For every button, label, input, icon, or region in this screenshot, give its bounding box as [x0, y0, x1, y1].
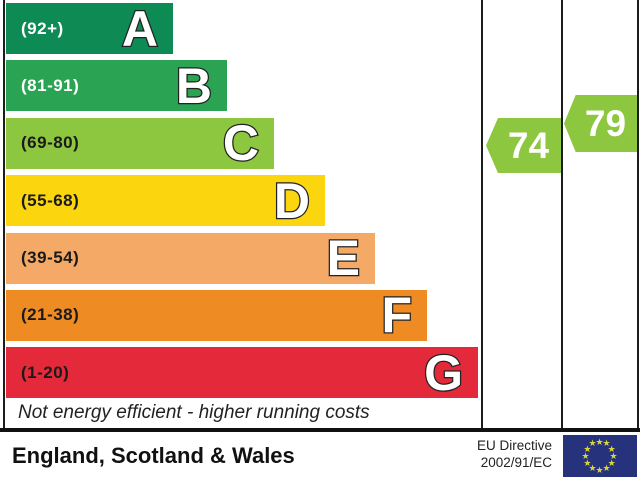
eu-star-icon: ★ [595, 464, 604, 475]
eu-star-icon: ★ [607, 443, 616, 454]
band-b: (81-91) B [6, 57, 227, 114]
band-grade-letter: E [325, 230, 361, 287]
band-g: (1-20) G [6, 344, 478, 401]
eu-directive-line2: 2002/91/EC [480, 455, 552, 470]
eu-star-icon: ★ [588, 462, 597, 473]
eu-star-icon: ★ [583, 443, 592, 454]
band-grade-letter: F [380, 287, 413, 344]
chart-left-border [3, 0, 5, 428]
band-range-label: (92+) [21, 18, 64, 38]
current-rating-arrow: 74 [486, 118, 561, 173]
band-range-label: (1-20) [21, 362, 70, 382]
current-rating-value: 74 [507, 124, 550, 166]
band-grade-letter: A [121, 0, 160, 57]
band-grade-letter: C [222, 115, 261, 172]
band-c: (69-80) C [6, 115, 274, 172]
band-a: (92+) A [6, 0, 173, 57]
eu-flag: ★ ★ ★ ★ ★ ★ ★ ★ ★ ★ ★ ★ [563, 435, 637, 477]
footer-separator [0, 428, 640, 432]
chart-right-border [637, 0, 639, 428]
band-grade-letter: G [423, 344, 464, 401]
band-range-label: (55-68) [21, 190, 80, 210]
potential-rating-value: 79 [584, 102, 627, 144]
band-d: (55-68) D [6, 172, 325, 229]
eu-star-icon: ★ [581, 450, 590, 461]
band-range-label: (39-54) [21, 248, 80, 268]
potential-rating-arrow: 79 [564, 95, 637, 152]
eu-star-icon: ★ [583, 457, 592, 468]
band-grade-letter: D [273, 172, 312, 229]
band-range-label: (21-38) [21, 305, 80, 325]
rating-bands: (92+) A (81-91) B (69-80) C (55-68) D (3… [6, 0, 478, 401]
band-f: (21-38) F [6, 287, 427, 344]
eu-star-icon: ★ [607, 457, 616, 468]
not-efficient-caption: Not energy efficient - higher running co… [18, 402, 370, 423]
band-range-label: (81-91) [21, 75, 80, 95]
eu-star-icon: ★ [602, 438, 611, 449]
eu-directive-text: EU Directive 2002/91/EC [477, 437, 552, 471]
band-range-label: (69-80) [21, 133, 80, 153]
eu-directive-line1: EU Directive [476, 438, 552, 453]
band-grade-letter: B [175, 57, 214, 114]
eu-star-icon: ★ [588, 438, 597, 449]
potential-column-divider [561, 0, 563, 428]
footer: England, Scotland & Wales EU Directive 2… [0, 432, 640, 480]
eu-star-icon: ★ [595, 436, 604, 447]
region-label: England, Scotland & Wales [12, 443, 295, 468]
band-e: (39-54) E [6, 230, 375, 287]
eu-star-icon: ★ [602, 462, 611, 473]
eu-star-icon: ★ [609, 450, 618, 461]
current-column-divider [481, 0, 483, 428]
